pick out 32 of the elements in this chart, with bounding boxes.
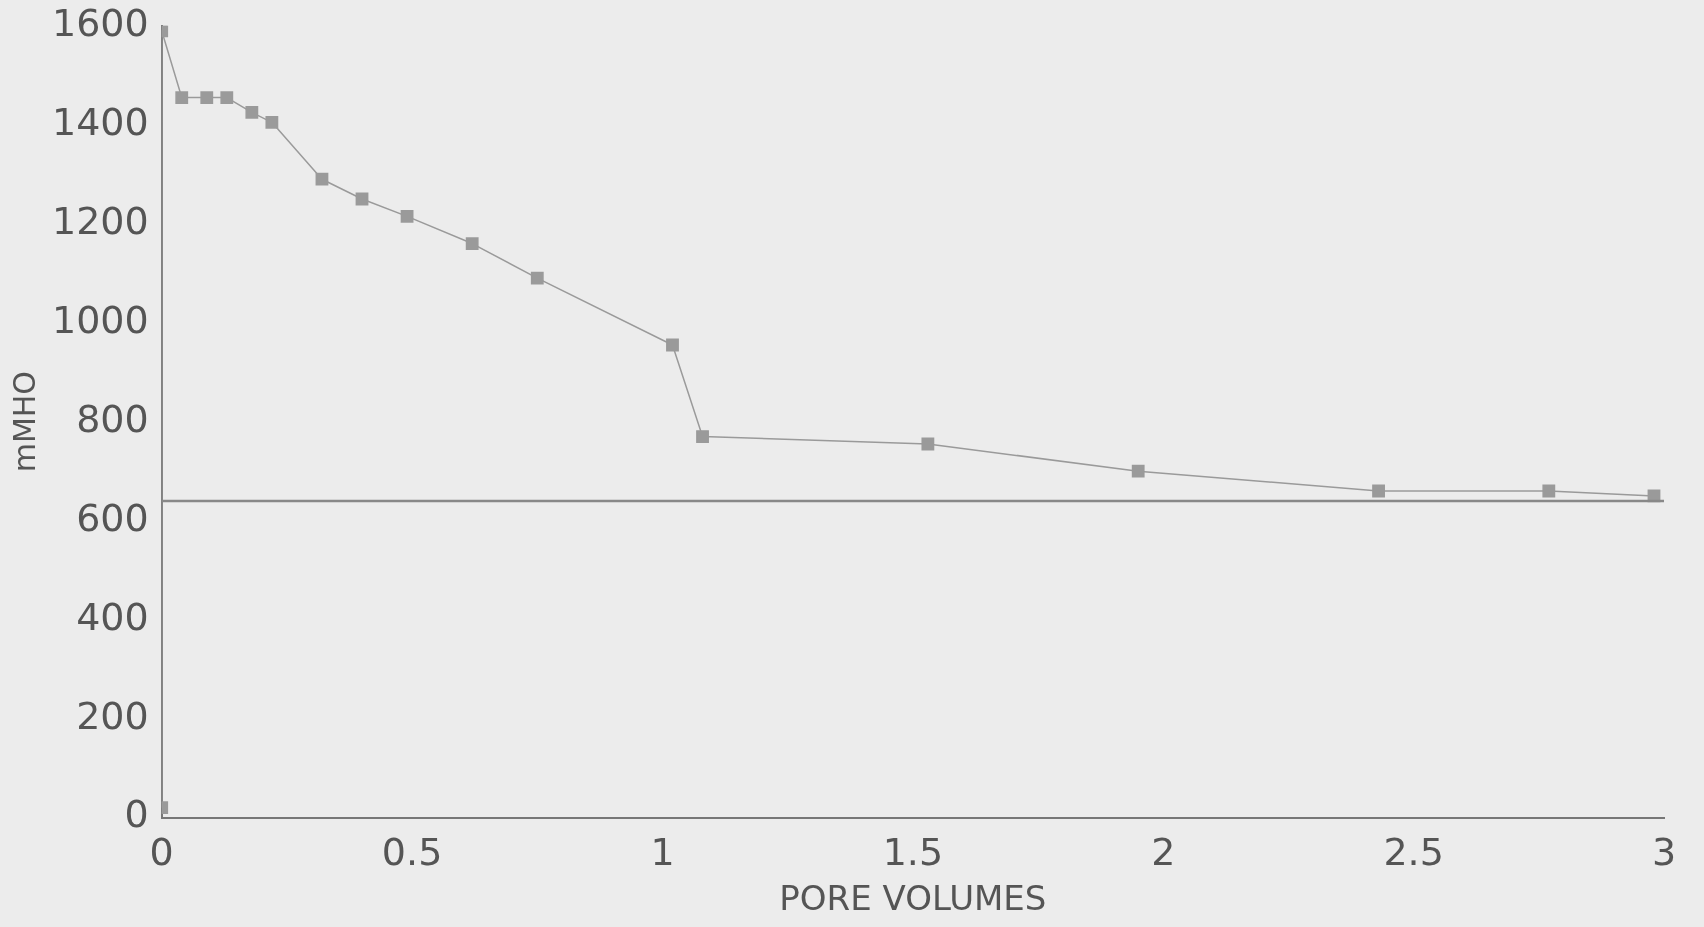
y-tick-label: 400: [76, 594, 149, 639]
point: [666, 338, 679, 352]
point: [921, 437, 935, 451]
y-tick-label: 1000: [51, 297, 149, 342]
x-tick-label: 2.5: [1383, 830, 1444, 875]
x-tick-label: 2: [1151, 830, 1176, 875]
point: [1372, 484, 1385, 498]
point: [200, 91, 214, 104]
y-tick-label: 200: [76, 693, 149, 738]
point: [465, 237, 479, 250]
point: [265, 115, 279, 129]
point: [400, 209, 414, 223]
point: [245, 106, 259, 119]
point: [696, 430, 709, 443]
point: [315, 172, 329, 186]
point: [530, 271, 544, 285]
point: [220, 91, 234, 104]
x-tick-label: 0.5: [381, 830, 443, 875]
y-tick-label: 1600: [51, 0, 149, 45]
point: [175, 91, 189, 104]
y-tick-label: 0: [124, 792, 149, 837]
y-tick-label: 800: [76, 396, 149, 441]
point: [1131, 464, 1145, 478]
x-tick-label: 1: [650, 830, 675, 875]
y-tick-label: 1200: [51, 198, 149, 243]
x-tick-label: 3: [1651, 830, 1677, 875]
y-tick-label: 1400: [51, 99, 149, 144]
x-axis-title: PORE VOLUMES: [779, 878, 1047, 919]
point: [1542, 484, 1556, 498]
x-tick-label: 1.5: [882, 830, 944, 875]
y-axis-title: mMHO: [6, 371, 42, 473]
y-tick-label: 600: [76, 495, 149, 540]
